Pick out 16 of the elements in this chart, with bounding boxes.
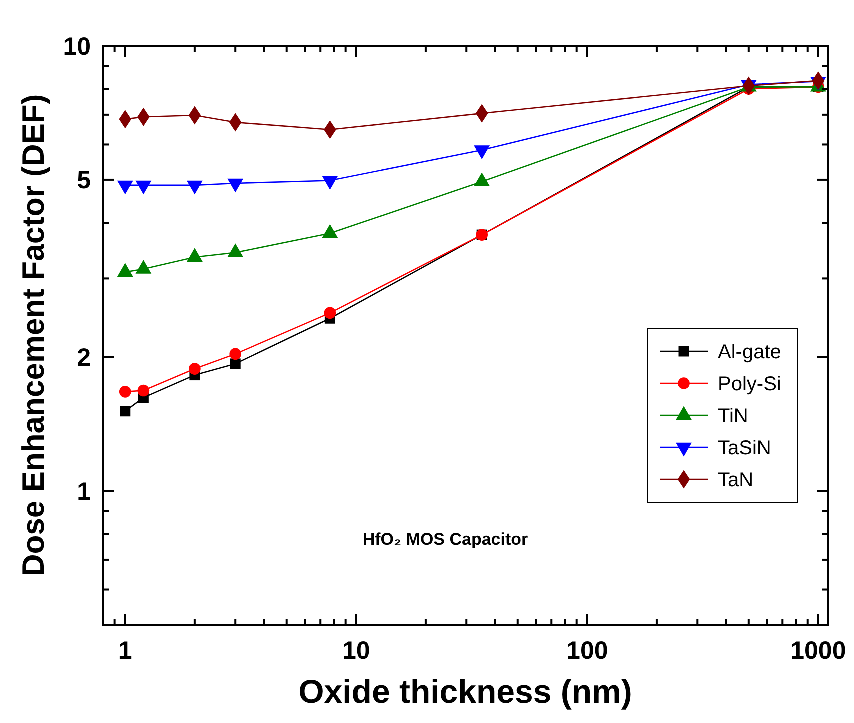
legend-label: TaSiN xyxy=(718,438,772,460)
legend-label: Al-gate xyxy=(718,342,782,364)
y-tick-label: 5 xyxy=(77,166,92,195)
annotation: HfO₂ MOS Capacitor xyxy=(362,530,529,549)
x-tick-label: 1000 xyxy=(790,637,846,665)
legend-label: Poly-Si xyxy=(718,374,782,396)
y-tick-label: 1 xyxy=(77,478,92,506)
x-axis-title: Oxide thickness (nm) xyxy=(298,673,632,710)
y-axis-title: Dose Enhancement Factor (DEF) xyxy=(16,94,51,577)
x-tick-label: 1 xyxy=(118,637,132,665)
legend-label: TaN xyxy=(718,470,754,492)
x-tick-label: 10 xyxy=(342,637,370,665)
legend-label: TiN xyxy=(718,406,748,428)
y-tick-label: 10 xyxy=(63,32,91,61)
x-tick-label: 100 xyxy=(566,637,608,665)
y-tick-label: 2 xyxy=(77,344,91,372)
